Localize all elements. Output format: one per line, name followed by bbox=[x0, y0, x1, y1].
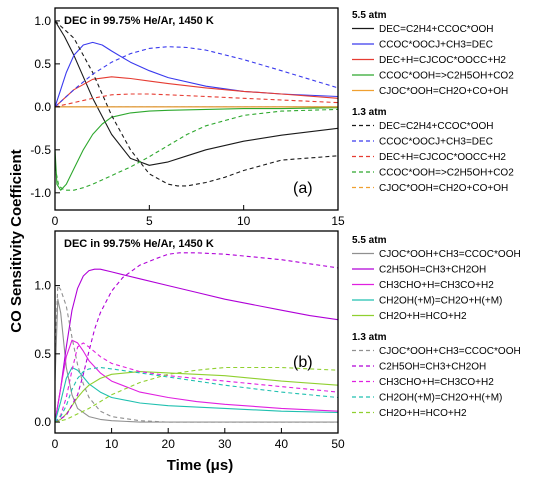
x-tick-label: 20 bbox=[162, 437, 176, 451]
x-tick-label: 5 bbox=[146, 214, 153, 228]
panel-title: DEC in 99.75% He/Ar, 1450 K bbox=[64, 238, 214, 250]
legend-entry: DEC=C2H4+CCOC*OOH bbox=[379, 121, 493, 132]
legend: 5.5 atm DEC=C2H4+CCOC*OOH CCOC*OOCJ+CH3=DE… bbox=[352, 10, 514, 194]
series-line bbox=[55, 20, 338, 187]
legend-group-title: 1.3 atm bbox=[352, 332, 387, 343]
x-tick-label: 40 bbox=[275, 437, 289, 451]
legend-group-title: 5.5 atm bbox=[352, 235, 387, 246]
legend-entry: CH2O+H=HCO+H2 bbox=[379, 311, 467, 322]
legend-entry: CH2OH(+M)=CH2O+H(+M) bbox=[379, 393, 502, 404]
legend-entry: CJOC*OOH=CH2O+CO+OH bbox=[379, 86, 508, 97]
series-line bbox=[55, 285, 338, 423]
y-tick-label: 0.0 bbox=[34, 415, 51, 429]
y-tick-label: -0.5 bbox=[30, 143, 51, 157]
series-group bbox=[55, 20, 338, 191]
x-axis-label: Time (μs) bbox=[167, 457, 233, 474]
plot-frame bbox=[54, 230, 339, 434]
y-tick-label: 1.0 bbox=[34, 14, 51, 28]
x-tick-label: 15 bbox=[331, 214, 345, 228]
x-tick-label: 0 bbox=[52, 214, 59, 228]
y-tick-label: 0.5 bbox=[34, 347, 51, 361]
legend-entry: CCOC*OOH=>C2H5OH+CO2 bbox=[379, 168, 514, 179]
legend-entry: CCOC*OOCJ+CH3=DEC bbox=[379, 40, 493, 51]
legend-entry: CH2OH(+M)=CH2O+H(+M) bbox=[379, 296, 502, 307]
y-tick-label: 0.0 bbox=[34, 100, 51, 114]
legend-entry: DEC+H=CJCOC*OOCC+H2 bbox=[379, 152, 506, 163]
y-tick-label: 1.0 bbox=[34, 279, 51, 293]
series-line bbox=[55, 76, 338, 108]
series-group bbox=[55, 252, 338, 423]
legend: 5.5 atm CJOC*OOH+CH3=CCOC*OOH C2H5OH=CH3+C… bbox=[352, 235, 521, 419]
series-line bbox=[55, 108, 338, 191]
series-line bbox=[55, 46, 338, 108]
series-line bbox=[55, 339, 338, 423]
panel-label: (b) bbox=[293, 354, 313, 371]
series-line bbox=[55, 20, 338, 166]
panel-b: 0 10 20 30 40 50 0.0 0.5 1.0 DEC in 99.75% He/Ar,… bbox=[34, 230, 521, 451]
plot-frame bbox=[54, 7, 339, 211]
legend-entry: DEC+H=CJCOC*OOCC+H2 bbox=[379, 55, 506, 66]
series-line bbox=[55, 41, 338, 108]
legend-entry: CCOC*OOH=>C2H5OH+CO2 bbox=[379, 71, 514, 82]
panel-title: DEC in 99.75% He/Ar, 1450 K bbox=[64, 15, 214, 27]
legend-entry: CJOC*OOH=CH2O+CO+OH bbox=[379, 183, 508, 194]
legend-entry: CH3CHO+H=CH3CO+H2 bbox=[379, 377, 494, 388]
legend-entry: CH3CHO+H=CH3CO+H2 bbox=[379, 280, 494, 291]
series-line bbox=[55, 93, 338, 108]
series-line bbox=[55, 366, 338, 423]
series-line bbox=[55, 371, 338, 423]
x-tick-label: 10 bbox=[237, 214, 251, 228]
series-line bbox=[55, 268, 338, 423]
x-tick-label: 10 bbox=[105, 437, 119, 451]
legend-entry: CCOC*OOCJ+CH3=DEC bbox=[379, 137, 493, 148]
legend-entry: DEC=C2H4+CCOC*OOH bbox=[379, 24, 493, 35]
x-tick-label: 0 bbox=[52, 437, 59, 451]
legend-entry: C2H5OH=CH3+CH2OH bbox=[379, 362, 486, 373]
legend-entry: C2H5OH=CH3+CH2OH bbox=[379, 265, 486, 276]
series-line bbox=[55, 366, 338, 423]
y-axis-label: CO Sensitivity Coefficient bbox=[8, 149, 25, 332]
legend-entry: CH2O+H=HCO+H2 bbox=[379, 408, 467, 419]
y-tick-label: -1.0 bbox=[30, 186, 51, 200]
panel-label: (a) bbox=[293, 180, 313, 197]
x-tick-label: 50 bbox=[331, 437, 345, 451]
series-line bbox=[55, 252, 338, 423]
y-tick-label: 0.5 bbox=[34, 57, 51, 71]
legend-group-title: 5.5 atm bbox=[352, 10, 387, 21]
series-line bbox=[55, 366, 338, 423]
x-tick-label: 30 bbox=[218, 437, 232, 451]
legend-entry: CJOC*OOH+CH3=CCOC*OOH bbox=[379, 346, 521, 357]
legend-group-title: 1.3 atm bbox=[352, 107, 387, 118]
series-line bbox=[55, 107, 338, 191]
panel-a: 0 5 10 15 -1.0 -0.5 0.0 0.5 1.0 DEC in 99.75% He/… bbox=[30, 7, 514, 228]
series-line bbox=[55, 342, 338, 423]
legend-entry: CJOC*OOH+CH3=CCOC*OOH bbox=[379, 249, 521, 260]
